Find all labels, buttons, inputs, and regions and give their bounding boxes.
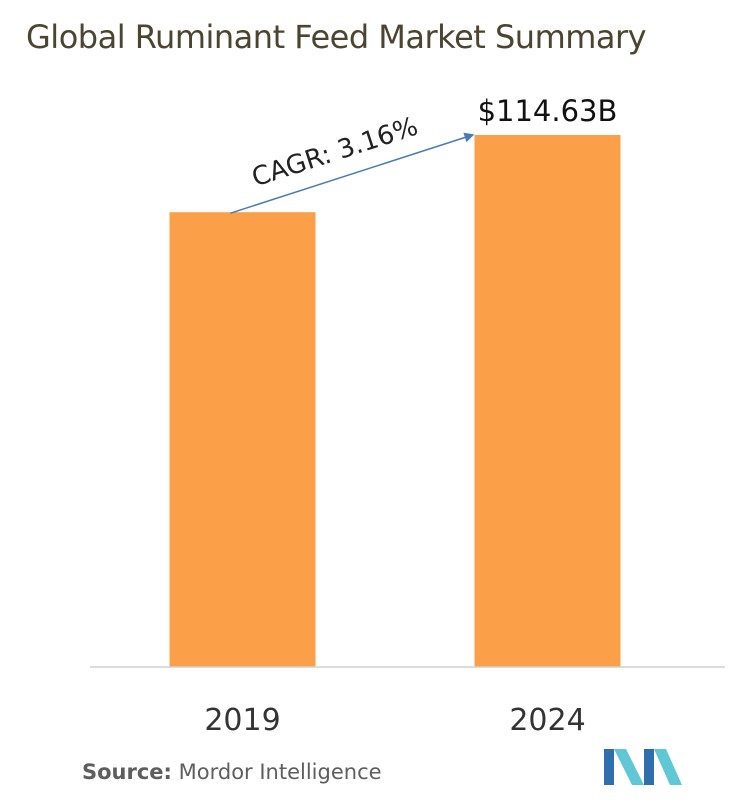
x-tick-label-2024: 2024 [509, 703, 585, 738]
value-label-2024: $114.63B [478, 94, 618, 128]
chart-title: Global Ruminant Feed Market Summary [26, 18, 647, 56]
logo-right-diagonal [654, 749, 682, 785]
logo-left-diagonal [614, 749, 644, 785]
logo-left-bar [604, 749, 614, 785]
bar-2019 [169, 212, 316, 667]
source-label: Source: [82, 760, 172, 784]
value-labels: $114.63B [478, 94, 618, 128]
x-tick-label-2019: 2019 [204, 703, 280, 738]
bars-layer [169, 135, 621, 667]
bar-2024 [474, 135, 621, 667]
brand-logo [604, 749, 682, 785]
x-tick-labels: 2019 2024 [204, 703, 585, 738]
source-line: Source: Mordor Intelligence [82, 760, 382, 784]
cagr-arrow [230, 132, 475, 214]
source-text: Mordor Intelligence [178, 760, 382, 784]
cagr-annotation: CAGR: 3.16% [248, 112, 421, 194]
logo-right-bar [644, 749, 654, 785]
